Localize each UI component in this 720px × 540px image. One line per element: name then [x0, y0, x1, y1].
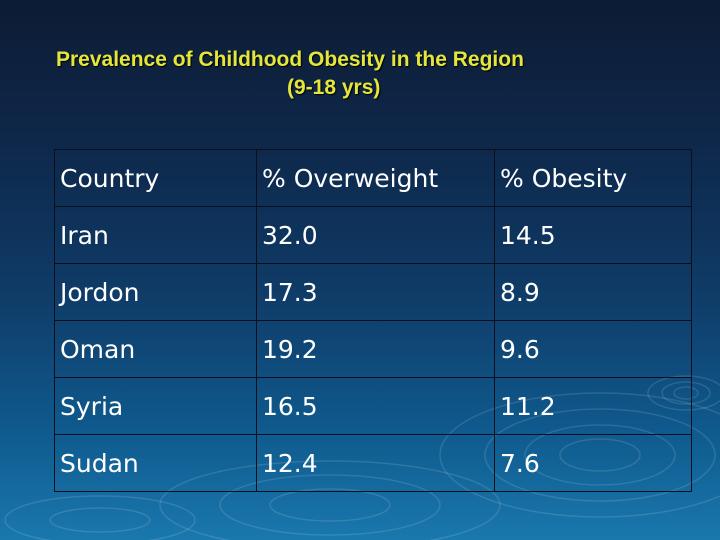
slide-title: Prevalence of Childhood Obesity in the R… [0, 46, 720, 102]
header-overweight: % Overweight [256, 149, 495, 207]
table-row: Jordon 17.3 8.9 [54, 263, 692, 321]
cell-overweight: 17.3 [256, 263, 495, 321]
cell-overweight: 32.0 [256, 206, 495, 264]
cell-obesity: 8.9 [494, 263, 692, 321]
table-row: Sudan 12.4 7.6 [54, 434, 692, 492]
cell-overweight: 12.4 [256, 434, 495, 492]
cell-country: Jordon [54, 263, 257, 321]
cell-obesity: 14.5 [494, 206, 692, 264]
cell-overweight: 19.2 [256, 320, 495, 378]
obesity-table: Country % Overweight % Obesity Iran 32.0… [54, 149, 692, 492]
cell-country: Syria [54, 377, 257, 435]
cell-obesity: 11.2 [494, 377, 692, 435]
slide-title-line-2: (9-18 yrs) [287, 76, 381, 99]
cell-country: Iran [54, 206, 257, 264]
cell-overweight: 16.5 [256, 377, 495, 435]
table-row: Oman 19.2 9.6 [54, 320, 692, 378]
header-country: Country [54, 149, 257, 207]
table-row: Iran 32.0 14.5 [54, 206, 692, 264]
header-obesity: % Obesity [494, 149, 692, 207]
cell-obesity: 7.6 [494, 434, 692, 492]
cell-country: Sudan [54, 434, 257, 492]
slide-title-line-1: Prevalence of Childhood Obesity in the R… [56, 48, 524, 71]
table-row: Syria 16.5 11.2 [54, 377, 692, 435]
cell-country: Oman [54, 320, 257, 378]
table-header-row: Country % Overweight % Obesity [54, 149, 692, 207]
cell-obesity: 9.6 [494, 320, 692, 378]
